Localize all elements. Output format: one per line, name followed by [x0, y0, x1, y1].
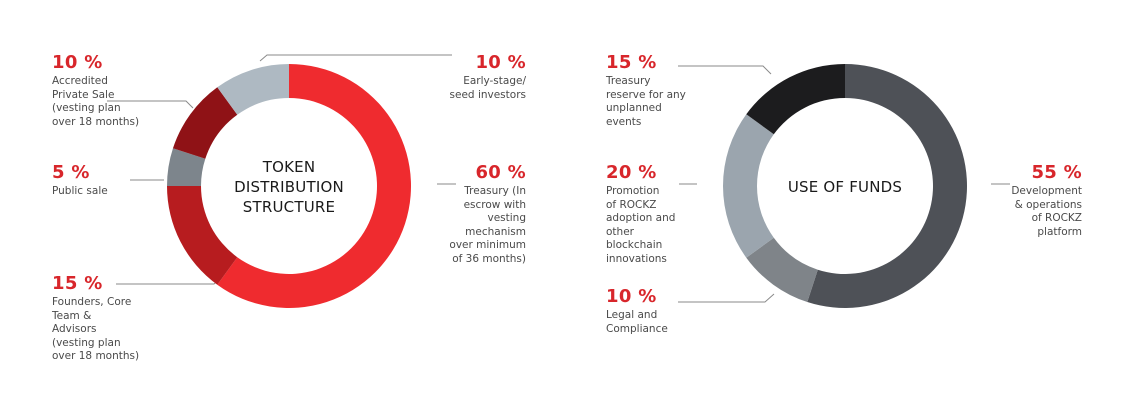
- leader-lines: [107, 54, 1010, 303]
- slice-label-private-sale: 10 % Accredited Private Sale (vesting pl…: [52, 53, 139, 129]
- slice-desc: Development & operations of ROCKZ platfo…: [1011, 185, 1082, 238]
- slice-desc: Public sale: [52, 185, 108, 197]
- leader-line-0: [107, 100, 194, 109]
- donut-slice-0-2: [167, 148, 206, 186]
- slice-label-seed-investors: 10 % Early-stage/ seed investors: [450, 53, 526, 102]
- slice-desc: Founders, Core Team & Advisors (vesting …: [52, 296, 140, 362]
- slice-pct: 20 %: [606, 162, 657, 183]
- slice-desc: Legal and Compliance: [606, 309, 668, 335]
- slice-desc: Accredited Private Sale (vesting plan ov…: [52, 75, 140, 128]
- slice-pct: 10 %: [475, 52, 526, 73]
- chart-title: TOKEN DISTRIBUTION STRUCTURE: [234, 158, 344, 216]
- slice-label-promotion: 20 % Promotion of ROCKZ adoption and oth…: [606, 163, 675, 266]
- slice-pct: 15 %: [606, 52, 657, 73]
- slice-label-legal: 10 % Legal and Compliance: [606, 287, 668, 336]
- slice-pct: 10 %: [52, 52, 103, 73]
- slice-desc: Early-stage/ seed investors: [449, 75, 526, 101]
- donut-slice-0-4: [217, 64, 289, 115]
- slice-pct: 5 %: [52, 162, 90, 183]
- slice-label-development: 55 % Development & operations of ROCKZ p…: [1011, 163, 1082, 239]
- chart-title: USE OF FUNDS: [787, 178, 903, 196]
- slice-label-treasury: 60 % Treasury (In escrow with vesting me…: [449, 163, 526, 266]
- slice-label-founders: 15 % Founders, Core Team & Advisors (ves…: [52, 274, 139, 364]
- donut-slice-0-0: [217, 64, 411, 309]
- slice-pct: 15 %: [52, 273, 103, 294]
- slice-pct: 60 %: [475, 162, 526, 183]
- slice-label-treasury-reserve: 15 % Treasury reserve for any unplanned …: [606, 53, 686, 129]
- slice-desc: Treasury reserve for any unplanned event…: [606, 75, 686, 128]
- donut-slice-1-2: [722, 114, 774, 258]
- slice-desc: Promotion of ROCKZ adoption and other bl…: [606, 185, 676, 265]
- slice-label-public-sale: 5 % Public sale: [52, 163, 108, 199]
- leader-line-7: [678, 293, 775, 303]
- donut-slice-1-3: [746, 63, 845, 135]
- donut-slice-1-0: [807, 64, 967, 309]
- slice-desc: Treasury (In escrow with vesting mechani…: [449, 185, 526, 265]
- donut-slice-0-3: [172, 87, 238, 159]
- donut-slice-0-1: [167, 186, 238, 285]
- token-distribution-donut: [167, 64, 411, 309]
- leader-line-5: [678, 65, 772, 75]
- donut-slice-1-1: [746, 237, 818, 303]
- slice-pct: 55 %: [1031, 162, 1082, 183]
- leader-line-3: [259, 54, 452, 62]
- use-of-funds-donut: [722, 63, 967, 309]
- slice-pct: 10 %: [606, 286, 657, 307]
